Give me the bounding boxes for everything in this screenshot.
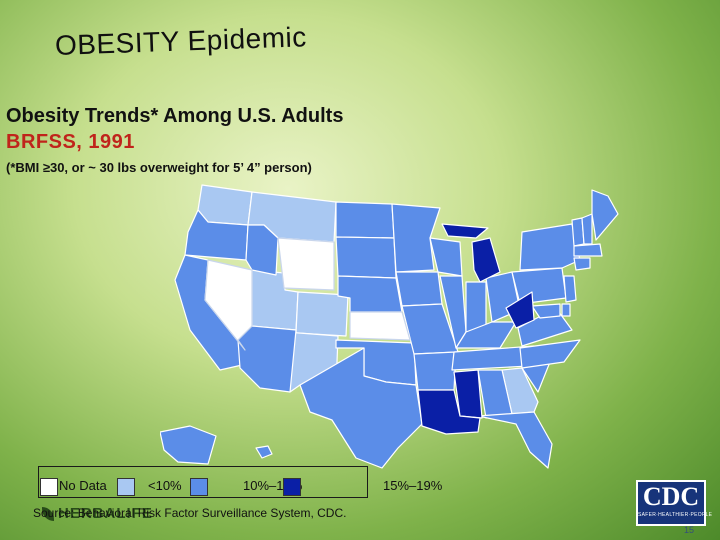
state-co	[295, 291, 349, 337]
legend-box	[38, 466, 368, 498]
state-ak	[160, 425, 217, 465]
state-me	[591, 189, 619, 241]
state-nv	[204, 259, 253, 351]
map-subtitle: Obesity Trends* Among U.S. Adults	[6, 105, 344, 127]
state-ky	[455, 321, 517, 349]
legend-label-15-19: 15%–19%	[383, 478, 443, 493]
state-mn	[391, 203, 441, 273]
state-in	[465, 281, 487, 333]
slide-number: 15	[684, 525, 695, 535]
herbalife-wordmark: HERBALIFE	[58, 505, 153, 522]
cdc-wordmark: CDC	[642, 482, 700, 511]
state-az	[237, 325, 297, 393]
herbalife-logo: HERBALIFE	[42, 505, 153, 522]
state-wi	[429, 237, 463, 277]
state-sd	[335, 236, 397, 279]
state-nc	[519, 339, 581, 369]
legend-swatch-lt10	[117, 478, 135, 496]
state-md	[531, 303, 561, 319]
state-ks	[349, 311, 411, 341]
state-mi	[471, 237, 501, 283]
map-survey-year: BRFSS, 1991	[6, 131, 135, 153]
state-ny	[519, 223, 581, 271]
state-fl	[477, 411, 553, 469]
cdc-logo: CDC SAFER·HEALTHIER·PEOPLE	[636, 480, 713, 526]
legend-label-no-data: No Data	[59, 478, 107, 493]
legend-swatch-no-data	[40, 478, 58, 496]
bmi-footnote: (*BMI ≥30, or ~ 30 lbs overweight for 5’…	[6, 160, 312, 175]
us-obesity-map	[160, 184, 619, 469]
cdc-tagline: SAFER·HEALTHIER·PEOPLE	[638, 512, 713, 518]
state-wv	[505, 291, 535, 329]
state-nd	[335, 201, 395, 239]
source-citation: Source: Behavioral Risk Factor Surveilla…	[33, 506, 347, 520]
state-ia	[395, 271, 443, 307]
state-nj	[563, 275, 577, 303]
legend-swatch-15-19	[283, 478, 301, 496]
state-mi-upper	[441, 223, 489, 239]
state-hi	[255, 445, 273, 459]
state-ms	[453, 369, 483, 419]
state-ma	[573, 243, 603, 257]
state-pa	[511, 267, 567, 305]
state-ct	[573, 257, 591, 271]
state-nh	[581, 213, 593, 245]
slide-title: OBESITY Epidemic	[54, 21, 308, 61]
legend-swatch-10-14	[190, 478, 208, 496]
state-de	[561, 303, 571, 317]
legend-label-lt10: <10%	[148, 478, 182, 493]
state-tx	[299, 347, 423, 469]
state-la	[417, 389, 481, 435]
state-wy	[277, 237, 335, 291]
state-id	[245, 224, 279, 276]
state-ar	[413, 351, 457, 391]
